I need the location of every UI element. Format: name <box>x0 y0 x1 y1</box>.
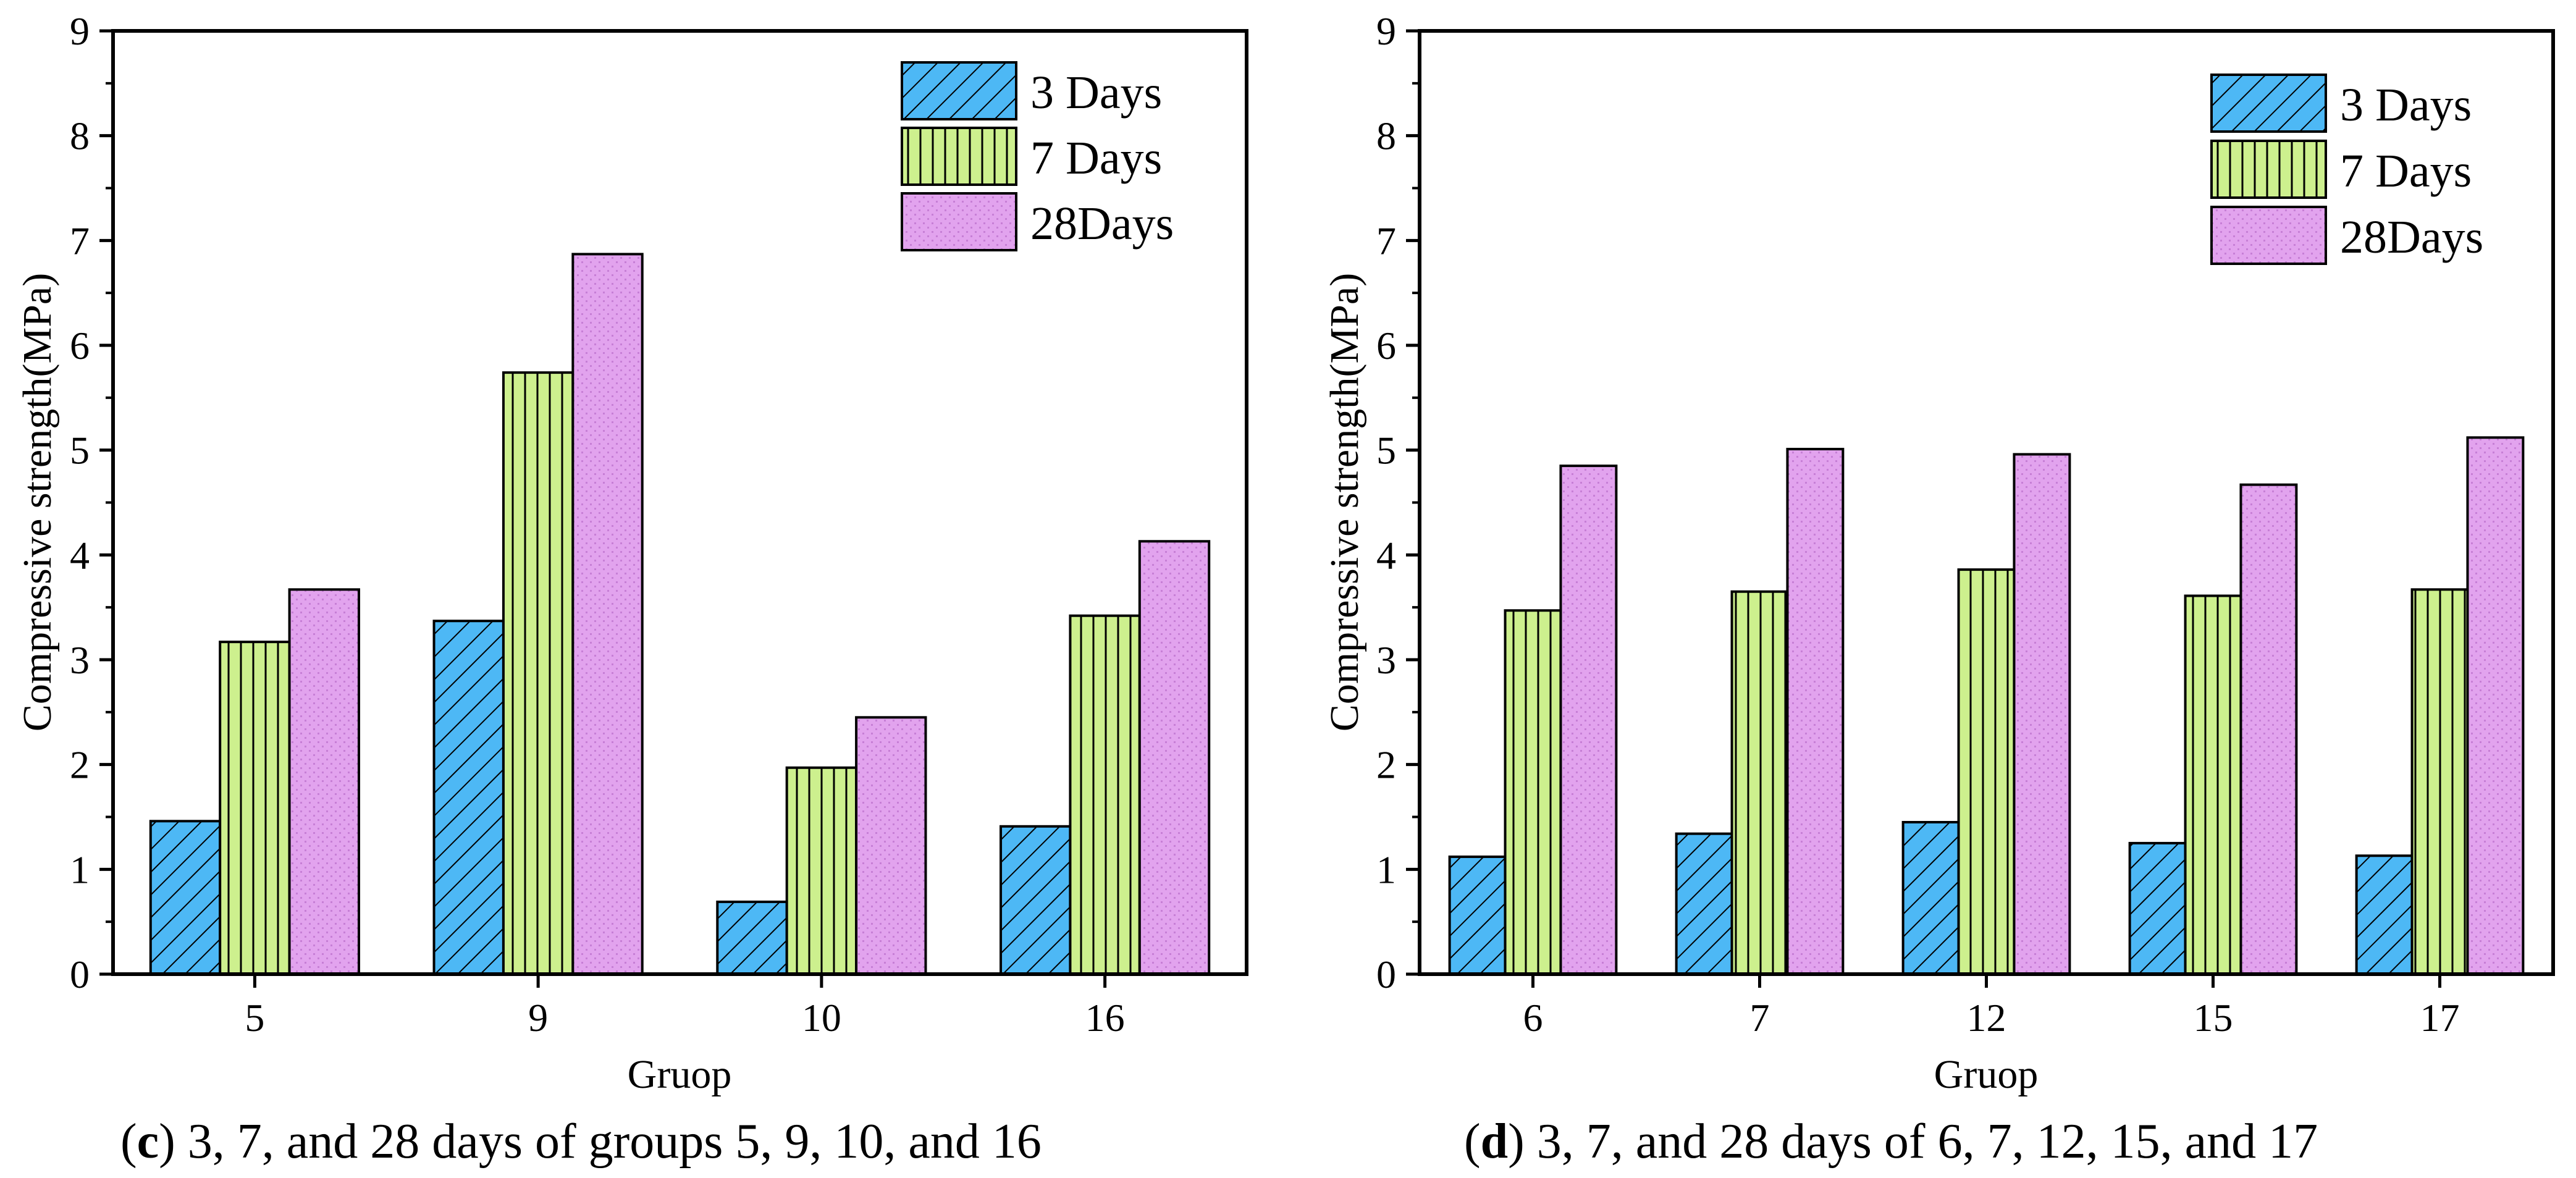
x-tick-label-16: 16 <box>1085 996 1125 1040</box>
y-tick-label-4: 4 <box>1376 533 1396 577</box>
bar-day28-group-17 <box>2466 436 2525 975</box>
x-tick-label-9: 9 <box>528 996 548 1040</box>
bar-day3-group-7 <box>1675 832 1733 975</box>
legend-label-3days-c: 3 Days <box>1030 67 1162 119</box>
legend-label-7days-d: 7 Days <box>2340 145 2472 197</box>
legend-swatch-28days-d <box>2210 206 2327 265</box>
y-tick-label-1: 1 <box>1376 848 1396 891</box>
y-tick-label-8: 8 <box>70 114 90 158</box>
x-axis-title-d: Gruop <box>1934 1052 2039 1097</box>
plot-area-c: 0 1 2 3 4 5 6 7 8 9 5 9 10 16 <box>70 9 1248 1040</box>
y-tick-label-3: 3 <box>70 638 90 682</box>
legend-label-28days-c: 28Days <box>1030 198 1174 250</box>
legend-label-28days-d: 28Days <box>2340 211 2483 263</box>
legend-d: 3 Days 7 Days 28Days <box>2210 74 2483 265</box>
x-axis-title-c: Gruop <box>628 1052 732 1097</box>
legend-label-3days-d: 3 Days <box>2340 79 2472 131</box>
caption-letter-c: c <box>137 1114 159 1169</box>
bar-day7-group-6 <box>1504 609 1562 975</box>
y-tick-label-5: 5 <box>70 429 90 473</box>
y-tick-label-9: 9 <box>1376 9 1396 53</box>
bar-day7-group-10 <box>785 766 858 976</box>
legend-swatch-3days-d <box>2210 74 2327 133</box>
x-tick-label-6: 6 <box>1523 996 1543 1040</box>
bar-day7-group-17 <box>2410 588 2469 975</box>
bar-day7-group-9 <box>502 371 575 975</box>
bar-day7-group-12 <box>1957 568 2016 975</box>
y-tick-label-2: 2 <box>1376 743 1396 787</box>
y-tick-label-3: 3 <box>1376 638 1396 682</box>
bar-day3-group-10 <box>716 900 788 976</box>
y-tick-label-5: 5 <box>1376 429 1396 473</box>
y-tick-label-9: 9 <box>70 9 90 53</box>
bar-day28-group-15 <box>2239 483 2298 975</box>
x-tick-label-15: 15 <box>2194 996 2233 1040</box>
bar-day7-group-5 <box>219 641 291 975</box>
y-tick-label-2: 2 <box>70 743 90 787</box>
y-axis-title-d: Compressive strength(MPa) <box>1322 273 1367 731</box>
x-tick-label-17: 17 <box>2420 996 2460 1040</box>
legend-swatch-7days-c <box>901 127 1017 186</box>
chart-panel-c: 0 1 2 3 4 5 6 7 8 9 5 9 10 16 Compressive strength(M… <box>15 9 1248 1169</box>
bar-day7-group-15 <box>2184 594 2242 975</box>
y-axis-d: 0 1 2 3 4 5 6 7 8 9 <box>1376 9 1420 996</box>
bar-day7-group-7 <box>1730 590 1789 975</box>
bar-day28-group-9 <box>571 253 644 975</box>
x-axis-d: 6 7 12 15 17 <box>1523 974 2460 1040</box>
caption-c: (c) 3, 7, and 28 days of groups 5, 9, 10… <box>120 1114 1042 1169</box>
caption-text-c: 3, 7, and 28 days of groups 5, 9, 10, an… <box>188 1114 1042 1169</box>
y-tick-label-0: 0 <box>70 953 90 996</box>
y-tick-label-7: 7 <box>1376 219 1396 263</box>
caption-d: (d) 3, 7, and 28 days of 6, 7, 12, 15, a… <box>1464 1114 2318 1169</box>
legend-c: 3 Days 7 Days 28Days <box>901 61 1174 251</box>
y-tick-label-6: 6 <box>70 324 90 368</box>
legend-swatch-7days-d <box>2210 140 2327 199</box>
bar-day3-group-5 <box>149 820 222 975</box>
bar-day28-group-6 <box>1559 465 1618 975</box>
bar-day28-group-12 <box>2013 453 2071 975</box>
x-tick-label-12: 12 <box>1967 996 2006 1040</box>
bar-group-d <box>1448 436 2525 976</box>
bar-group-c <box>149 253 1211 976</box>
bar-day28-group-10 <box>855 716 927 975</box>
x-tick-label-10: 10 <box>802 996 841 1040</box>
legend-label-7days-c: 7 Days <box>1030 132 1162 184</box>
bar-day3-group-15 <box>2128 841 2187 975</box>
bar-day28-group-7 <box>1786 447 1845 975</box>
bar-day7-group-16 <box>1069 614 1141 975</box>
bar-day3-group-17 <box>2355 854 2414 975</box>
x-axis-c: 5 9 10 16 <box>245 974 1125 1040</box>
bar-day3-group-6 <box>1448 855 1507 976</box>
bar-day28-group-5 <box>288 588 360 975</box>
y-tick-label-6: 6 <box>1376 324 1396 368</box>
caption-letter-d: d <box>1481 1114 1509 1169</box>
y-tick-label-4: 4 <box>70 533 90 577</box>
y-tick-label-0: 0 <box>1376 953 1396 996</box>
legend-swatch-28days-c <box>901 192 1017 251</box>
y-tick-label-8: 8 <box>1376 114 1396 158</box>
bar-day3-group-16 <box>1000 825 1072 976</box>
y-axis-title-c: Compressive strength(MPa) <box>15 273 60 731</box>
bar-day3-group-9 <box>432 620 505 975</box>
bar-day28-group-16 <box>1138 540 1211 975</box>
legend-swatch-3days-c <box>901 61 1017 120</box>
bar-day3-group-12 <box>1901 820 1960 975</box>
y-axis-c: 0 1 2 3 4 5 6 7 8 9 <box>70 9 113 996</box>
x-tick-label-5: 5 <box>245 996 264 1040</box>
y-tick-label-7: 7 <box>70 219 90 263</box>
x-tick-label-7: 7 <box>1750 996 1770 1040</box>
caption-text-d: 3, 7, and 28 days of 6, 7, 12, 15, and 1… <box>1537 1114 2318 1169</box>
y-tick-label-1: 1 <box>70 848 90 891</box>
